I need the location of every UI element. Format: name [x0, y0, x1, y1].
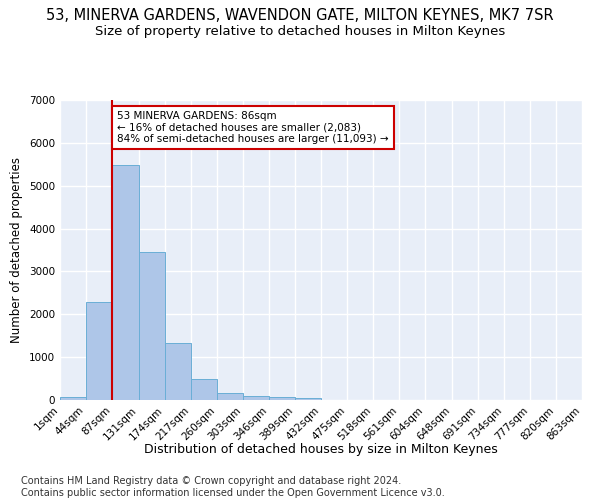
Text: Contains HM Land Registry data © Crown copyright and database right 2024.
Contai: Contains HM Land Registry data © Crown c…: [21, 476, 445, 498]
Bar: [269, 396, 295, 400]
Bar: [112, 165, 139, 400]
Text: 53, MINERVA GARDENS, WAVENDON GATE, MILTON KEYNES, MK7 7SR: 53, MINERVA GARDENS, WAVENDON GATE, MILT…: [46, 8, 554, 22]
Bar: [191, 380, 217, 400]
Bar: [217, 393, 243, 400]
Text: Distribution of detached houses by size in Milton Keynes: Distribution of detached houses by size …: [144, 442, 498, 456]
Y-axis label: Number of detached properties: Number of detached properties: [10, 157, 23, 343]
Text: Size of property relative to detached houses in Milton Keynes: Size of property relative to detached ho…: [95, 25, 505, 38]
Bar: [165, 344, 191, 400]
Bar: [86, 302, 112, 400]
Bar: [243, 396, 269, 400]
Text: 53 MINERVA GARDENS: 86sqm
← 16% of detached houses are smaller (2,083)
84% of se: 53 MINERVA GARDENS: 86sqm ← 16% of detac…: [117, 110, 389, 144]
Bar: [295, 398, 321, 400]
Bar: [139, 252, 165, 400]
Bar: [60, 396, 86, 400]
